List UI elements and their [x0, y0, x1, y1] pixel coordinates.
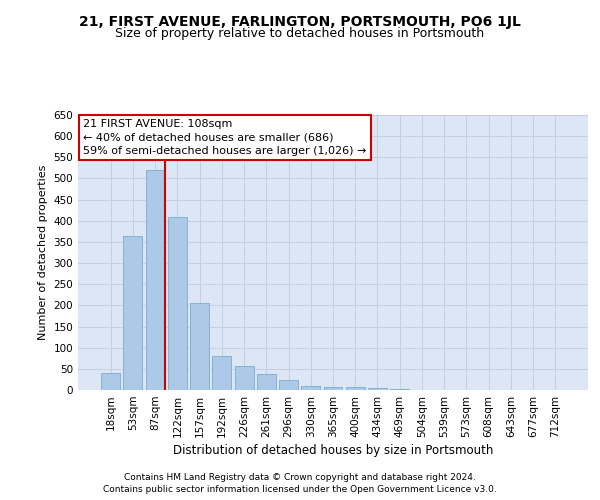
Bar — [190, 304, 209, 390]
Bar — [146, 170, 164, 390]
Bar — [390, 389, 409, 390]
Bar — [101, 373, 120, 390]
Bar — [168, 216, 187, 390]
Y-axis label: Number of detached properties: Number of detached properties — [38, 165, 48, 340]
Bar — [368, 388, 387, 390]
Bar — [346, 386, 365, 390]
Bar — [279, 380, 298, 390]
Bar — [301, 386, 320, 390]
Bar — [257, 374, 276, 390]
Text: 21 FIRST AVENUE: 108sqm
← 40% of detached houses are smaller (686)
59% of semi-d: 21 FIRST AVENUE: 108sqm ← 40% of detache… — [83, 119, 367, 156]
Bar — [235, 366, 254, 390]
Text: Contains HM Land Registry data © Crown copyright and database right 2024.: Contains HM Land Registry data © Crown c… — [124, 472, 476, 482]
X-axis label: Distribution of detached houses by size in Portsmouth: Distribution of detached houses by size … — [173, 444, 493, 457]
Text: Contains public sector information licensed under the Open Government Licence v3: Contains public sector information licen… — [103, 485, 497, 494]
Bar — [323, 386, 343, 390]
Bar — [212, 356, 231, 390]
Bar — [124, 236, 142, 390]
Text: 21, FIRST AVENUE, FARLINGTON, PORTSMOUTH, PO6 1JL: 21, FIRST AVENUE, FARLINGTON, PORTSMOUTH… — [79, 15, 521, 29]
Text: Size of property relative to detached houses in Portsmouth: Size of property relative to detached ho… — [115, 28, 485, 40]
